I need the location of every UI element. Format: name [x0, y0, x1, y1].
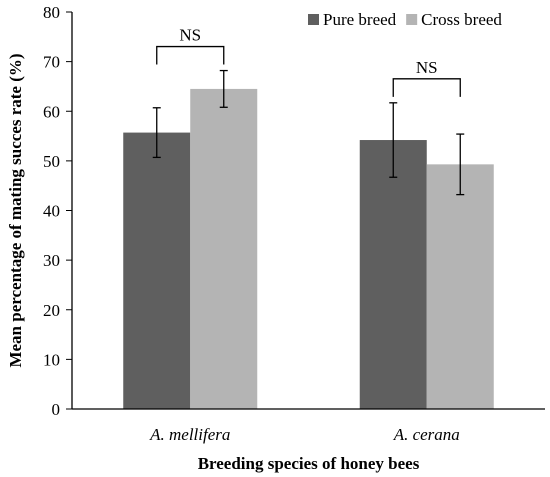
significance-bracket: [156, 45, 225, 65]
legend-label: Pure breed: [323, 10, 397, 29]
bar: [426, 164, 494, 409]
y-tick-label: 80: [43, 3, 60, 22]
significance-annotations: NS NS: [156, 26, 461, 97]
error-bars: [152, 69, 465, 196]
significance-label: NS: [179, 26, 201, 45]
x-axis-title: Breeding species of honey bees: [198, 454, 420, 473]
y-tick-label: 10: [43, 350, 60, 369]
significance-label: NS: [416, 58, 438, 77]
significance-bracket: [392, 78, 461, 97]
category-label: A. mellifera: [149, 425, 230, 444]
y-tick-label: 70: [43, 53, 60, 72]
bars: [123, 88, 494, 409]
y-tick-label: 30: [43, 251, 60, 270]
y-tick-label: 0: [52, 400, 61, 419]
category-label: A. cerana: [393, 425, 460, 444]
y-tick-label: 20: [43, 301, 60, 320]
bar: [123, 132, 191, 409]
legend: Pure breed Cross breed: [308, 10, 502, 29]
bar: [190, 88, 258, 409]
legend-label: Cross breed: [421, 10, 502, 29]
y-tick-label: 40: [43, 202, 60, 221]
bar: [359, 140, 427, 409]
legend-swatch: [308, 14, 319, 25]
axes: [71, 12, 545, 410]
y-axis-title: Mean percentage of mating succes rate (%…: [6, 53, 25, 367]
legend-swatch: [406, 14, 418, 25]
y-tick-label: 50: [43, 152, 60, 171]
category-labels: A. mellifera A. cerana: [149, 425, 460, 444]
y-axis-ticks: 0 10 20 30 40 50 60 70 80: [43, 3, 72, 419]
y-tick-label: 60: [43, 102, 60, 121]
